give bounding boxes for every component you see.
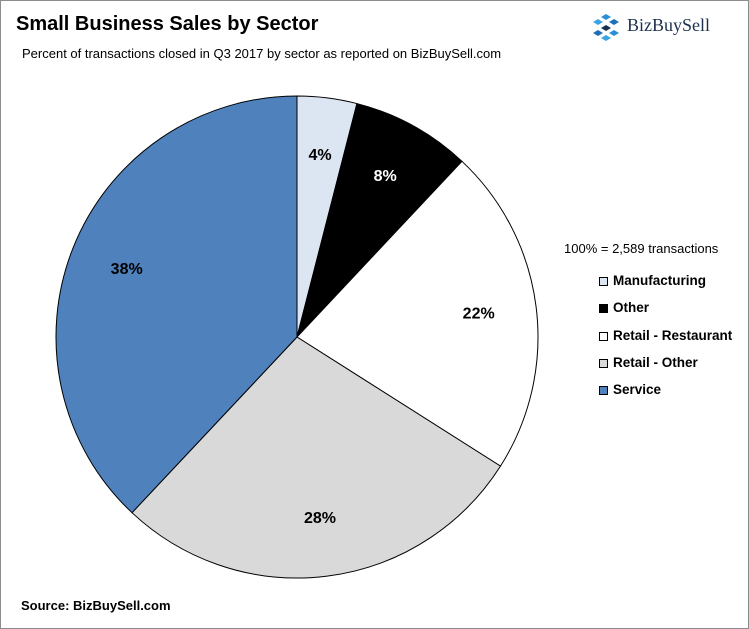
legend-label: Retail - Restaurant: [613, 327, 733, 343]
legend-swatch: [599, 331, 608, 341]
legend-label: Other: [613, 300, 650, 316]
pie-slice-retail-restaurant: [296, 160, 539, 467]
chart-subtitle: Percent of transactions closed in Q3 201…: [22, 46, 502, 61]
legend-label: Retail - Other: [613, 354, 698, 370]
total-transactions-note: 100% = 2,589 transactions: [564, 241, 719, 256]
legend-label: Manufacturing: [613, 273, 706, 288]
legend-swatch: [599, 304, 608, 314]
legend-swatch: [599, 277, 608, 286]
pie-slice-retail-other: [131, 336, 502, 579]
logo-text: BizBuySell: [627, 15, 711, 35]
pie-slice-label-retail-restaurant: 22%: [463, 306, 495, 323]
legend-swatch: [599, 386, 608, 396]
pie-slice-label-service: 38%: [111, 261, 143, 278]
chart-title: Small Business Sales by Sector: [16, 13, 319, 35]
legend-label: Service: [613, 382, 662, 398]
pie-slice-other: [296, 102, 463, 338]
pie-slice-label-other: 8%: [374, 168, 397, 185]
source-note: Source: BizBuySell.com: [21, 598, 171, 613]
bizbuysell-logo: BizBuySell: [591, 13, 741, 43]
pie-slice-label-retail-other: 28%: [304, 510, 336, 527]
bizbuysell-cube-logo-icon: [593, 14, 619, 41]
legend-swatch: [599, 358, 608, 368]
pie-slice-service: [55, 95, 298, 514]
pie-slice-label-manufacturing: 4%: [308, 147, 331, 164]
